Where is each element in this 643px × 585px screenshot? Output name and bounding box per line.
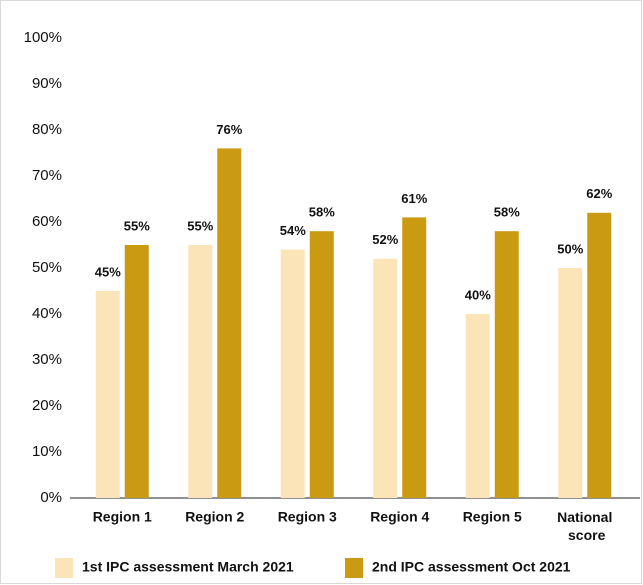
bar: [124, 245, 149, 498]
y-tick-label: 50%: [32, 259, 62, 276]
bar: [587, 212, 612, 499]
bar: [309, 231, 334, 498]
bar: [188, 245, 213, 498]
y-tick-label: 30%: [32, 351, 62, 368]
bar: [373, 258, 398, 498]
x-tick-label: Region 1: [93, 509, 152, 525]
bar: [558, 268, 583, 498]
y-tick-label: 70%: [32, 167, 62, 184]
bar: [217, 148, 242, 498]
legend-label: 1st IPC assessment March 2021: [82, 559, 294, 575]
x-tick-label: Region 2: [185, 509, 244, 525]
y-tick-label: 20%: [32, 397, 62, 414]
data-label: 58%: [309, 205, 335, 220]
bar: [494, 231, 519, 498]
x-tick-label: Region 5: [463, 509, 522, 525]
data-label: 62%: [586, 186, 612, 201]
data-label: 58%: [494, 205, 520, 220]
y-tick-label: 100%: [24, 29, 62, 46]
x-tick-label: Region 3: [278, 509, 337, 525]
x-tick-label: National score: [557, 509, 612, 543]
data-label: 45%: [95, 264, 121, 279]
y-tick-label: 0%: [40, 489, 62, 506]
data-label: 50%: [557, 241, 583, 256]
data-label: 52%: [372, 232, 398, 247]
legend-label: 2nd IPC assessment Oct 2021: [372, 559, 571, 575]
y-tick-label: 90%: [32, 75, 62, 92]
data-label: 55%: [124, 218, 150, 233]
data-label: 55%: [187, 218, 213, 233]
legend-swatch: [345, 558, 363, 578]
y-tick-label: 80%: [32, 121, 62, 138]
bar: [95, 291, 120, 498]
bar: [402, 217, 427, 498]
y-tick-label: 40%: [32, 305, 62, 322]
x-tick-label: Region 4: [370, 509, 429, 525]
data-label: 61%: [401, 191, 427, 206]
data-label: 54%: [280, 223, 306, 238]
data-label: 76%: [216, 122, 242, 137]
y-tick-label: 60%: [32, 213, 62, 230]
y-tick-label: 10%: [32, 443, 62, 460]
legend-swatch: [55, 558, 73, 578]
data-label: 40%: [465, 287, 491, 302]
bar: [465, 314, 490, 498]
bar: [280, 249, 305, 498]
